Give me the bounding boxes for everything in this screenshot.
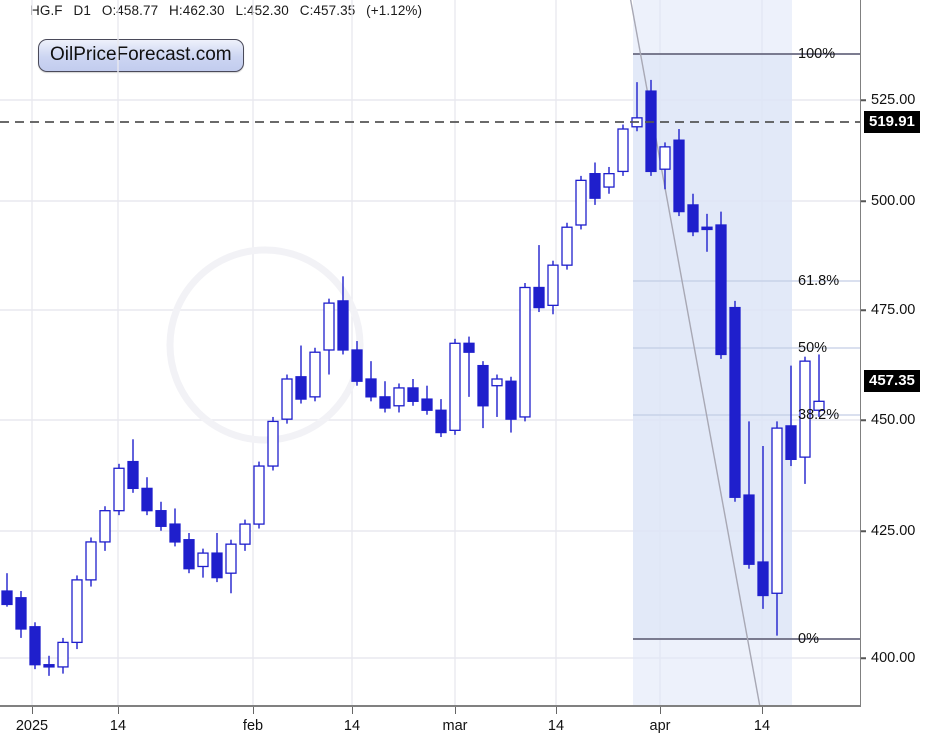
- fib-level-label: 50%: [798, 340, 828, 356]
- quote-close: C:457.35: [299, 3, 356, 18]
- fib-level-label: 61.8%: [798, 273, 840, 289]
- date-tick-label: 14: [547, 718, 565, 734]
- fib-level-label: 100%: [798, 46, 836, 62]
- fib-level-label: 38.2%: [798, 407, 840, 423]
- quote-high: H:462.30: [169, 3, 225, 18]
- price-tick-mark: [861, 200, 866, 202]
- price-tick-label: 500.00: [871, 193, 916, 209]
- price-badge: 519.91: [864, 111, 920, 133]
- fib-level-label: 0%: [798, 631, 819, 647]
- date-axis[interactable]: 2025 14 feb 14 mar 14 apr 14: [0, 707, 945, 739]
- date-tick-mark: [32, 707, 34, 714]
- axis-bottom-line: [0, 705, 860, 707]
- date-tick-mark: [253, 707, 255, 714]
- date-tick-mark: [455, 707, 457, 714]
- date-tick-mark: [556, 707, 558, 714]
- price-tick-label: 425.00: [871, 523, 916, 539]
- quote-symbol: HG.F: [30, 3, 63, 18]
- date-tick-label: 2025: [15, 718, 49, 734]
- date-tick-mark: [660, 707, 662, 714]
- date-tick-label: 14: [109, 718, 127, 734]
- overlay-layer: [0, 121, 860, 123]
- fibonacci-layer: [629, 0, 860, 707]
- plot-area: [0, 0, 860, 707]
- price-tick-mark: [861, 530, 866, 532]
- price-tick-label: 400.00: [871, 650, 916, 666]
- price-tick-mark: [861, 99, 866, 101]
- price-tick-mark: [861, 657, 866, 659]
- quote-open: O:458.77: [101, 3, 159, 18]
- date-tick-mark: [118, 707, 120, 714]
- price-tick-label: 525.00: [871, 92, 916, 108]
- site-logo-badge[interactable]: OilPriceForecast.com: [38, 39, 244, 72]
- candles-layer: [1, 79, 825, 676]
- date-tick-label: apr: [649, 718, 671, 734]
- quote-timeframe: D1: [73, 3, 91, 18]
- quote-change: (+1.12%): [366, 3, 423, 18]
- date-tick-label: mar: [442, 718, 468, 734]
- quote-header: HG.F D1 O:458.77 H:462.30 L:452.30 C:457…: [30, 3, 429, 18]
- date-tick-label: 14: [753, 718, 771, 734]
- date-tick-mark: [352, 707, 354, 714]
- price-tick-mark: [861, 419, 866, 421]
- date-tick-label: feb: [242, 718, 264, 734]
- price-axis[interactable]: 525.00 500.00 475.00 450.00 425.00 400.00 519.…: [860, 0, 945, 707]
- quote-low: L:452.30: [235, 3, 289, 18]
- price-badge: 457.35: [864, 370, 920, 392]
- price-tick-label: 475.00: [871, 302, 916, 318]
- date-tick-mark: [762, 707, 764, 714]
- date-tick-label: 14: [343, 718, 361, 734]
- price-tick-mark: [861, 309, 866, 311]
- price-tick-label: 450.00: [871, 412, 916, 428]
